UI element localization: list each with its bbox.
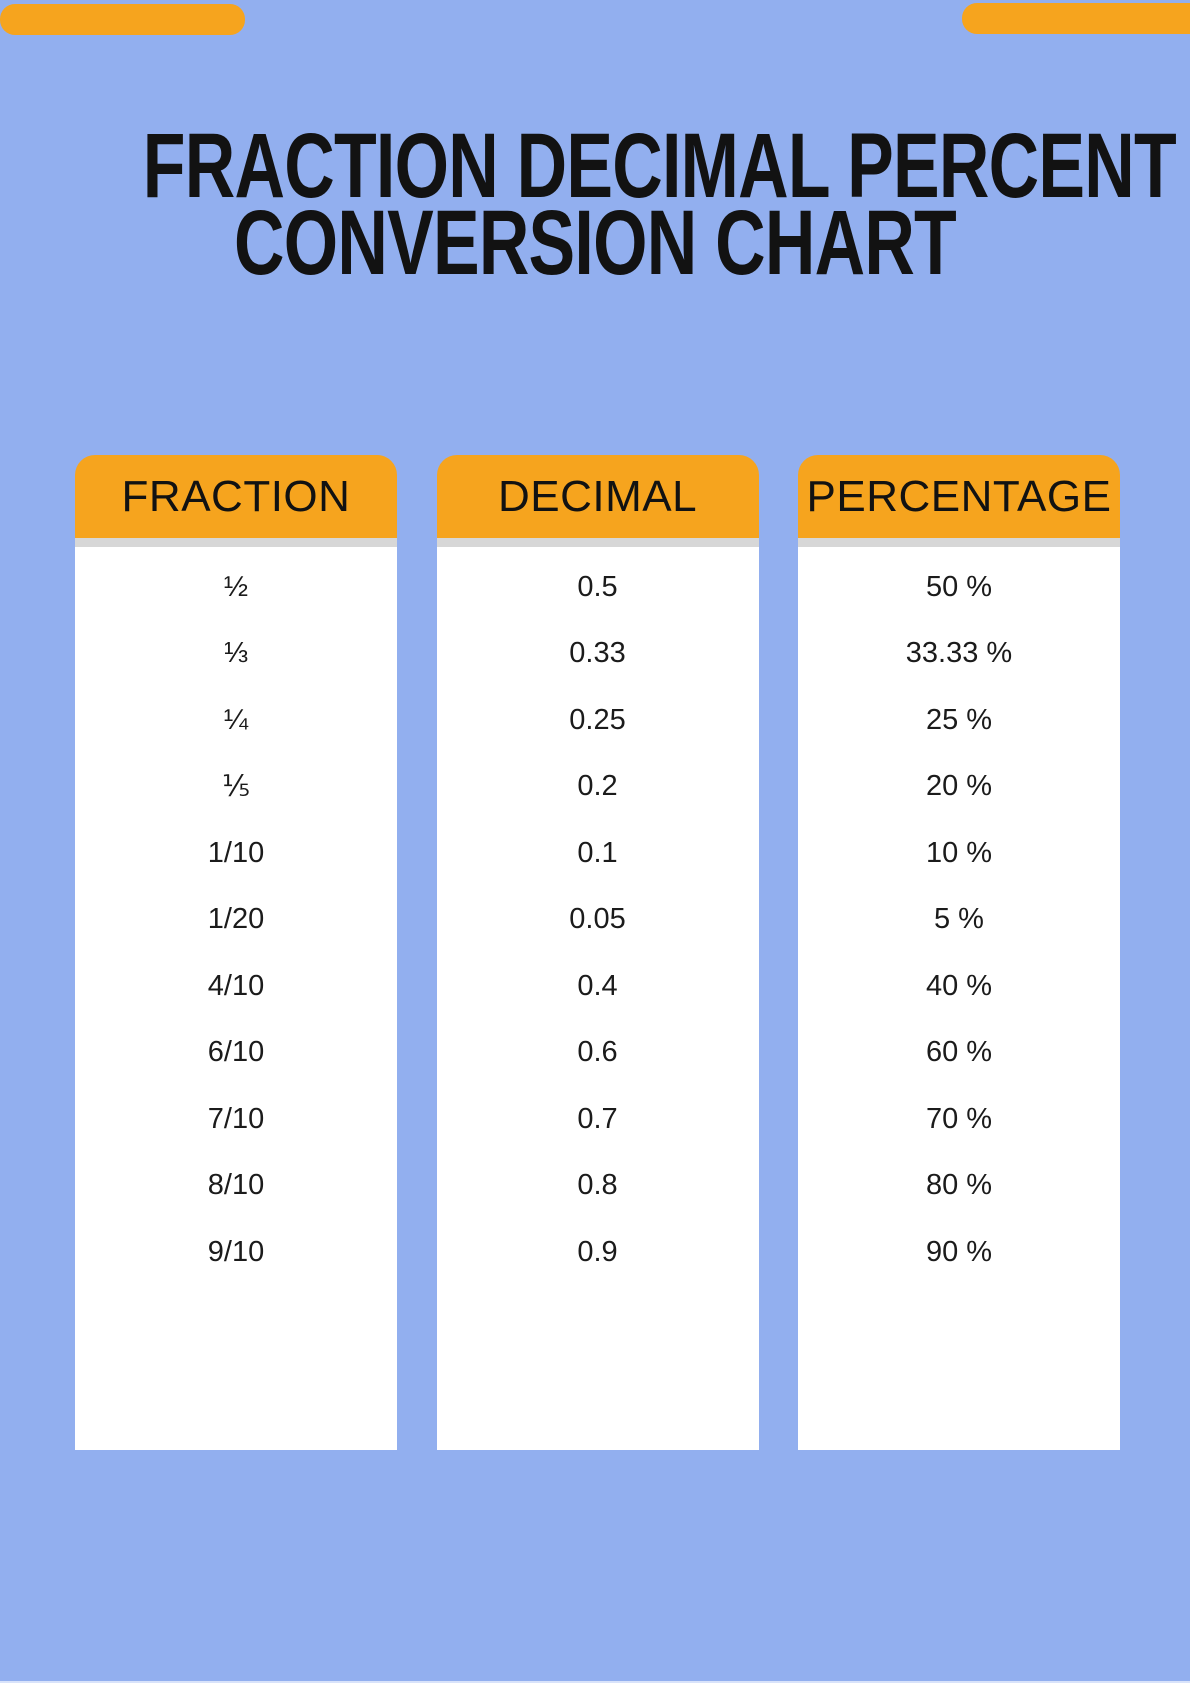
table-cell: 50 % bbox=[925, 570, 993, 603]
percentage-column-body: 50 % 33.33 % 25 % 20 % 10 % 5 % 40 % 60 % 70 % 80… bbox=[798, 547, 1120, 1450]
table-cell: 80 % bbox=[925, 1169, 993, 1202]
table-cell: 0.7 bbox=[577, 1102, 618, 1135]
table-cell: 7/10 bbox=[207, 1102, 265, 1135]
top-right-accent-bar bbox=[962, 3, 1190, 34]
decimal-column-header: DECIMAL bbox=[436, 455, 759, 538]
fraction-header-label: FRACTION bbox=[121, 471, 351, 521]
column-divider bbox=[436, 538, 759, 547]
fraction-column-header: FRACTION bbox=[75, 455, 397, 538]
conversion-table: FRACTION ½ ⅓ ¼ ⅕ 1/10 1/20 4/10 6/10 7/10 8/10 9/1… bbox=[75, 455, 1120, 1450]
table-cell: 25 % bbox=[925, 703, 993, 736]
page-title-line-1: FRACTION DECIMAL PERCENT bbox=[142, 115, 1177, 217]
table-cell: 5 % bbox=[934, 903, 984, 936]
table-cell: 0.8 bbox=[577, 1169, 618, 1202]
table-cell: ¼ bbox=[223, 703, 249, 736]
decimal-column-body: 0.5 0.33 0.25 0.2 0.1 0.05 0.4 0.6 0.7 0.8 0.9 bbox=[436, 547, 759, 1450]
column-divider bbox=[75, 538, 397, 547]
table-cell: 6/10 bbox=[207, 1036, 265, 1069]
page-title: FRACTION DECIMAL PERCENT CONVERSION CHAR… bbox=[0, 115, 1190, 294]
table-cell: 70 % bbox=[925, 1102, 993, 1135]
table-cell: 10 % bbox=[925, 836, 993, 869]
table-cell: 0.25 bbox=[569, 703, 626, 736]
percentage-header-label: PERCENTAGE bbox=[806, 471, 1112, 521]
table-cell: 90 % bbox=[925, 1235, 993, 1268]
table-cell: ⅕ bbox=[221, 771, 251, 804]
fraction-column: FRACTION ½ ⅓ ¼ ⅕ 1/10 1/20 4/10 6/10 7/10 8/10 9/1… bbox=[75, 455, 397, 1450]
table-cell: 20 % bbox=[925, 770, 993, 803]
table-cell: ⅓ bbox=[223, 637, 249, 670]
table-cell: 0.2 bbox=[577, 770, 618, 803]
table-cell: 0.1 bbox=[577, 836, 618, 869]
percentage-column-header: PERCENTAGE bbox=[798, 455, 1120, 538]
decimal-header-label: DECIMAL bbox=[497, 471, 698, 521]
table-cell: 1/10 bbox=[207, 836, 265, 869]
table-cell: 0.9 bbox=[577, 1235, 618, 1268]
percentage-column: PERCENTAGE 50 % 33.33 % 25 % 20 % 10 % 5 % 40 … bbox=[798, 455, 1120, 1450]
table-cell: 0.4 bbox=[577, 969, 618, 1002]
table-cell: 1/20 bbox=[207, 903, 265, 936]
column-divider bbox=[798, 538, 1120, 547]
table-cell: 33.33 % bbox=[905, 637, 1013, 670]
table-cell: 0.5 bbox=[577, 570, 618, 603]
page-title-line-2: CONVERSION CHART bbox=[233, 192, 957, 294]
table-cell: 4/10 bbox=[207, 969, 265, 1002]
table-cell: 8/10 bbox=[207, 1169, 265, 1202]
top-left-accent-bar bbox=[0, 4, 245, 35]
table-cell: 0.05 bbox=[569, 903, 626, 936]
bottom-edge-highlight bbox=[0, 1681, 1190, 1683]
table-cell: ½ bbox=[223, 570, 249, 603]
table-cell: 9/10 bbox=[207, 1235, 265, 1268]
table-cell: 40 % bbox=[925, 969, 993, 1002]
table-cell: 60 % bbox=[925, 1036, 993, 1069]
fraction-column-body: ½ ⅓ ¼ ⅕ 1/10 1/20 4/10 6/10 7/10 8/10 9/10 bbox=[75, 547, 397, 1450]
table-cell: 0.33 bbox=[569, 637, 626, 670]
table-cell: 0.6 bbox=[577, 1036, 618, 1069]
decimal-column: DECIMAL 0.5 0.33 0.25 0.2 0.1 0.05 0.4 0.6 0.7 0.… bbox=[436, 455, 759, 1450]
